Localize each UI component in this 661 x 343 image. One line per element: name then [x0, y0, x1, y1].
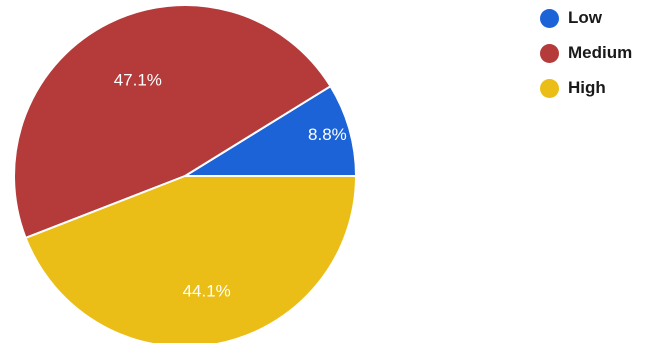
legend-swatch-low	[540, 8, 559, 28]
pie-slices	[13, 4, 358, 343]
legend-label-medium: Medium	[568, 43, 633, 62]
legend-item-high[interactable]: High	[540, 76, 632, 100]
slice-label-low: 8.8%	[308, 125, 347, 144]
legend-label-low: Low	[568, 8, 602, 27]
pie-slice-medium[interactable]	[13, 4, 332, 240]
slice-label-medium: 47.1%	[114, 71, 162, 90]
legend-label-high: High	[568, 78, 606, 97]
legend-item-low[interactable]: Low	[540, 6, 632, 30]
slice-label-high: 44.1%	[183, 281, 231, 300]
pie-labels: 8.8% 47.1% 44.1%	[114, 71, 347, 301]
legend-swatch-high	[540, 78, 559, 98]
legend-swatch-medium	[540, 43, 559, 63]
pie-slice-low[interactable]	[181, 84, 358, 177]
legend: Low Medium High	[540, 6, 632, 100]
pie-slice-high[interactable]	[24, 175, 358, 343]
legend-item-medium[interactable]: Medium	[540, 41, 632, 65]
